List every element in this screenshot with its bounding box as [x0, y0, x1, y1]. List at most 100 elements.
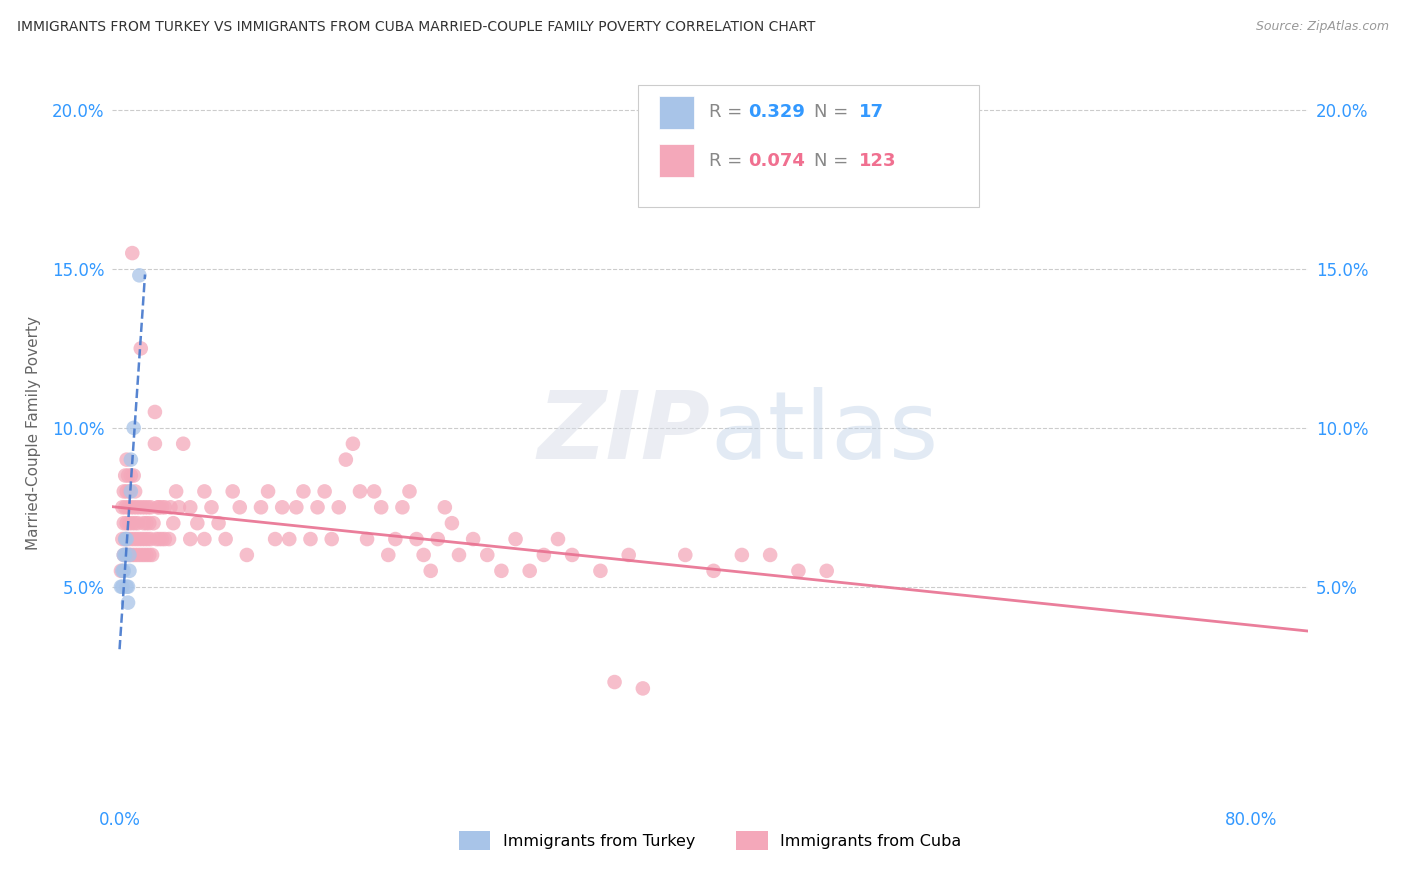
Point [153, 532, 176, 546]
Text: ZIP: ZIP [537, 386, 710, 479]
Point [143, 405, 166, 419]
Point [121, 246, 143, 260]
Point [138, 548, 160, 562]
Point [122, 468, 145, 483]
Point [124, 548, 146, 562]
Point [110, 580, 132, 594]
Point [127, 548, 149, 562]
Text: R =: R = [709, 152, 748, 169]
Point [603, 675, 626, 690]
Point [120, 468, 142, 483]
Point [115, 484, 138, 499]
Point [111, 564, 134, 578]
Point [125, 532, 148, 546]
Point [128, 268, 150, 283]
FancyBboxPatch shape [638, 85, 979, 207]
Point [111, 500, 134, 515]
Point [112, 564, 135, 578]
Point [207, 516, 229, 531]
Point [491, 564, 513, 578]
Point [631, 681, 654, 696]
Point [112, 484, 135, 499]
Point [477, 548, 499, 562]
Point [589, 564, 612, 578]
Point [118, 548, 141, 562]
Point [292, 484, 315, 499]
Point [731, 548, 754, 562]
Text: 123: 123 [859, 152, 897, 169]
Point [122, 421, 145, 435]
Point [463, 532, 485, 546]
Point [111, 532, 134, 546]
Legend: Immigrants from Turkey, Immigrants from Cuba: Immigrants from Turkey, Immigrants from … [450, 823, 970, 858]
Point [118, 564, 141, 578]
Point [617, 548, 640, 562]
Point [112, 548, 135, 562]
Point [703, 564, 725, 578]
Point [815, 564, 838, 578]
Point [134, 532, 156, 546]
Point [271, 500, 294, 515]
Point [146, 500, 169, 515]
Point [148, 532, 170, 546]
Point [314, 484, 336, 499]
Point [236, 548, 259, 562]
Point [124, 484, 146, 499]
Point [328, 500, 350, 515]
Point [412, 548, 434, 562]
Point [759, 548, 782, 562]
Point [138, 516, 160, 531]
Point [162, 516, 184, 531]
Point [136, 500, 159, 515]
Point [131, 500, 153, 515]
Point [150, 500, 173, 515]
Point [124, 516, 146, 531]
Point [426, 532, 449, 546]
Point [121, 516, 143, 531]
Point [307, 500, 329, 515]
Point [122, 532, 145, 546]
Point [148, 500, 170, 515]
Y-axis label: Married-Couple Family Poverty: Married-Couple Family Poverty [25, 316, 41, 549]
Point [179, 500, 201, 515]
Point [278, 532, 301, 546]
Point [114, 532, 136, 546]
Point [128, 532, 150, 546]
Point [115, 452, 138, 467]
Point [128, 500, 150, 515]
Point [132, 516, 155, 531]
Point [122, 500, 145, 515]
Point [193, 484, 215, 499]
Point [114, 548, 136, 562]
Point [141, 548, 163, 562]
Point [153, 500, 176, 515]
Point [129, 342, 152, 356]
Point [139, 500, 162, 515]
Point [125, 500, 148, 515]
Point [356, 532, 378, 546]
Point [115, 516, 138, 531]
Point [150, 532, 173, 546]
Point [117, 596, 139, 610]
Point [117, 468, 139, 483]
Point [114, 532, 136, 546]
Point [179, 532, 201, 546]
Point [335, 452, 357, 467]
Point [257, 484, 280, 499]
Point [115, 580, 138, 594]
Point [193, 532, 215, 546]
Point [547, 532, 569, 546]
Point [127, 516, 149, 531]
Point [222, 484, 245, 499]
Point [117, 580, 139, 594]
Point [299, 532, 322, 546]
Point [131, 532, 153, 546]
Point [121, 548, 143, 562]
Point [135, 516, 157, 531]
Point [200, 500, 222, 515]
Point [135, 548, 157, 562]
Point [405, 532, 427, 546]
Point [167, 500, 190, 515]
Point [533, 548, 555, 562]
Point [419, 564, 441, 578]
